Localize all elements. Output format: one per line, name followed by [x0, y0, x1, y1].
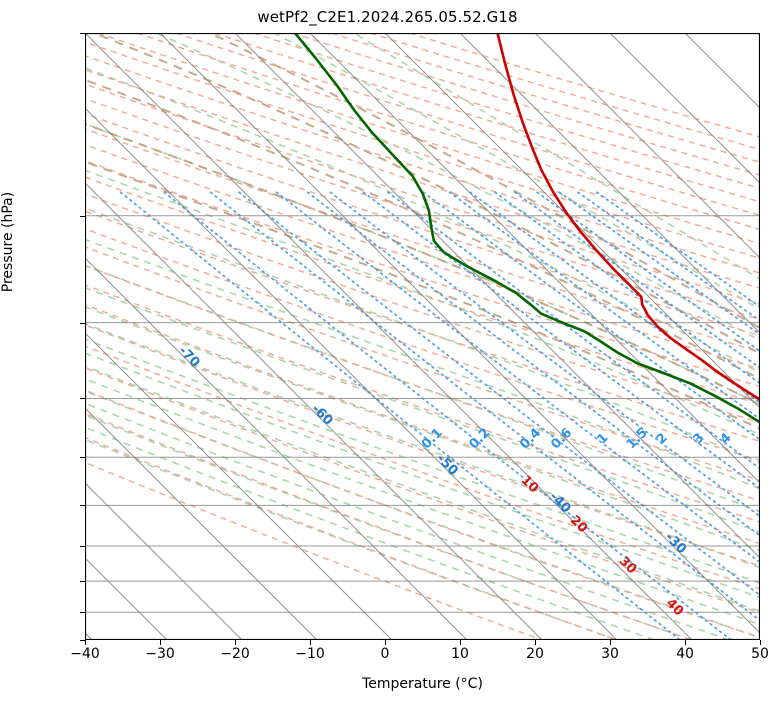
- plot-border: [85, 33, 760, 640]
- plot-background: [85, 33, 760, 640]
- y-tick-mark: [80, 640, 85, 641]
- isobar-lines: [85, 33, 760, 640]
- y-tick-mark: [80, 322, 85, 324]
- y-tick-mark: [80, 505, 85, 507]
- plot-area: -70 -60 -50 -40 -30 0.1 0.2 0.4 0.6 1 1.5 2 3 4 10 20 30…: [85, 33, 760, 640]
- y-tick-mark: [80, 545, 85, 547]
- x-tick-mark: [160, 640, 161, 645]
- x-tick-mark: [385, 640, 386, 645]
- x-tick-mark: [235, 640, 236, 645]
- y-tick-mark: [80, 581, 85, 583]
- x-tick-label: 0: [380, 646, 390, 662]
- y-axis-label: Pressure (hPa): [0, 191, 16, 293]
- x-tick-label: −20: [220, 646, 250, 662]
- x-tick-mark: [85, 640, 86, 645]
- x-tick-label: −10: [295, 646, 325, 662]
- x-tick-mark: [535, 640, 536, 645]
- x-tick-mark: [460, 640, 461, 645]
- y-tick-mark: [80, 612, 85, 614]
- isotherm-lines: [85, 33, 760, 640]
- chart-title: wetPf2_C2E1.2024.265.05.52.G18: [257, 8, 518, 26]
- y-tick-mark: [80, 33, 85, 34]
- x-tick-mark: [610, 640, 611, 645]
- dry-adiabat-lines: [85, 33, 760, 640]
- x-tick-label: 20: [526, 646, 544, 662]
- x-tick-label: −40: [70, 646, 100, 662]
- x-tick-label: 50: [751, 646, 769, 662]
- x-tick-mark: [685, 640, 686, 645]
- x-axis-label: Temperature (°C): [362, 676, 483, 692]
- mixing-ratio-lines: [119, 191, 760, 640]
- x-tick-mark: [760, 640, 761, 645]
- y-tick-mark: [80, 457, 85, 459]
- x-tick-mark: [310, 640, 311, 645]
- sounding-curves: [293, 33, 760, 425]
- x-tick-label: 30: [601, 646, 619, 662]
- x-tick-label: 40: [676, 646, 694, 662]
- skewt-canvas: -70-60-50-40-300.1 0.2 0.4 0.6 1 1.5 2 3 4102030…: [85, 33, 760, 640]
- y-tick-mark: [80, 215, 85, 217]
- x-tick-label: −30: [145, 646, 175, 662]
- x-tick-label: 10: [451, 646, 469, 662]
- y-tick-mark: [80, 398, 85, 400]
